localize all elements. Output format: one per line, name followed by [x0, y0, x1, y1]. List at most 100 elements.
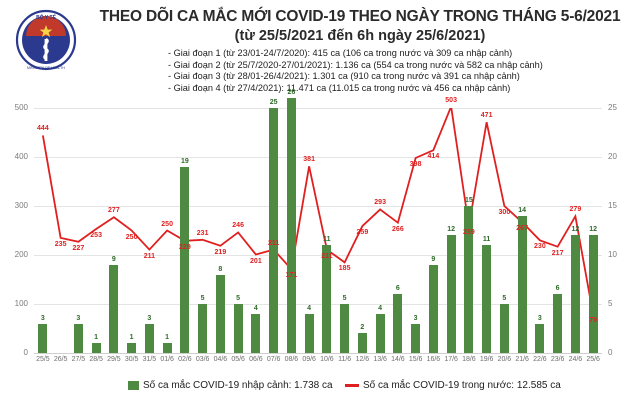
bar-value-label: 2: [360, 324, 365, 332]
line-value-label: 277: [108, 207, 120, 215]
x-axis-tick: 09/6: [302, 356, 316, 363]
x-axis-tick: 31/5: [142, 356, 157, 363]
line-value-label: 235: [54, 240, 67, 248]
x-axis-tick: 19/6: [479, 356, 494, 363]
page-title: THEO DÕI CA MẮC MỚI COVID-19 THEO NGÀY T…: [99, 8, 621, 25]
svg-text:MINISTRY OF HEALTH: MINISTRY OF HEALTH: [27, 66, 65, 70]
bar-value-label: 3: [40, 314, 45, 322]
bar-imported-cases: [340, 304, 350, 353]
bar-value-label: 5: [502, 295, 507, 302]
bar-imported-cases: [393, 294, 403, 353]
x-axis-tick: 29/5: [107, 356, 121, 363]
bar-imported-cases: [499, 304, 509, 353]
x-axis-tick: 23/6: [550, 356, 565, 363]
bar-imported-cases: [570, 235, 580, 353]
line-value-label: 227: [72, 244, 85, 252]
x-axis-tick: 22/6: [533, 356, 547, 363]
bar-value-label: 1: [129, 334, 134, 342]
x-axis-line: [34, 353, 602, 354]
phase-item: - Giai đoạn 3 (từ 28/01-26/4/2021): 1.30…: [168, 71, 520, 82]
x-axis-tick: 10/6: [320, 356, 334, 363]
bar-imported-cases: [588, 235, 598, 353]
x-axis-tick: 18/6: [462, 356, 476, 363]
line-value-label: 250: [125, 233, 138, 241]
line-value-label: 171: [285, 272, 298, 280]
line-value-label: 211: [143, 252, 156, 260]
bar-value-label: 1: [94, 334, 99, 342]
line-value-label: 266: [392, 225, 404, 233]
bar-imported-cases: [38, 323, 48, 353]
x-axis-tick: 21/6: [515, 356, 529, 363]
y-axis-tick-right: 5: [608, 299, 613, 308]
bar-value-label: 3: [76, 314, 81, 322]
bar-imported-cases: [162, 343, 172, 353]
x-axis-tick: 11/6: [338, 356, 352, 363]
gridline: [34, 304, 602, 305]
line-value-label: 246: [232, 222, 244, 230]
line-value-label: 211: [321, 252, 333, 260]
y-axis-tick-left: 0: [23, 348, 28, 357]
bar-value-label: 6: [555, 285, 560, 293]
bar-imported-cases: [322, 245, 332, 353]
y-axis-tick-left: 400: [14, 152, 28, 161]
line-value-label: 231: [196, 229, 209, 237]
line-value-label: 259: [463, 229, 475, 237]
bar-imported-cases: [109, 264, 119, 353]
bar-value-label: 4: [378, 304, 383, 312]
x-axis-tick: 15/6: [408, 356, 423, 363]
bar-value-label: 5: [200, 295, 205, 302]
x-axis-tick: 06/6: [249, 356, 263, 363]
x-axis-tick: 12/6: [355, 356, 370, 363]
chart-header: BỘ Y TẾ MINISTRY OF HEALTH THEO DÕI CA M…: [0, 0, 640, 100]
bar-imported-cases: [215, 274, 225, 353]
x-axis-tick: 28/5: [89, 356, 103, 363]
bar-imported-cases: [127, 343, 137, 353]
bar-value-label: 14: [518, 206, 527, 214]
bar-swatch-icon: [128, 381, 139, 390]
bar-imported-cases: [286, 98, 296, 353]
x-axis-tick: 13/6: [373, 356, 387, 363]
y-axis-tick-left: 200: [14, 250, 28, 259]
bar-value-label: 9: [111, 255, 116, 263]
bar-imported-cases: [357, 333, 367, 353]
x-axis-tick: 04/6: [213, 356, 228, 363]
phase-item: - Giai đoạn 4 (từ 27/4/2021): 11.471 ca …: [168, 82, 511, 93]
bar-imported-cases: [180, 166, 190, 353]
legend-item-domestic: Số ca mắc COVID-19 trong nước: 12.585 ca: [345, 380, 561, 391]
x-axis-tick: 05/6: [231, 356, 245, 363]
legend-item-imported: Số ca mắc COVID-19 nhập cảnh: 1.738 ca: [128, 380, 333, 391]
line-swatch-icon: [345, 384, 359, 387]
x-axis-tick: 02/6: [178, 356, 192, 363]
bar-imported-cases: [233, 304, 243, 353]
phase-summary-list: - Giai đoạn 1 (từ 23/01-24/7/2020): 415 …: [168, 48, 634, 94]
bar-value-label: 3: [537, 314, 542, 322]
bar-value-label: 9: [431, 255, 436, 263]
svg-text:BỘ Y TẾ: BỘ Y TẾ: [36, 13, 56, 21]
bar-value-label: 11: [323, 236, 331, 244]
line-series-overlay: [41, 108, 595, 315]
line-value-label: 267: [516, 225, 528, 233]
bar-value-label: 4: [253, 304, 258, 312]
bar-value-label: 25: [269, 99, 278, 106]
line-domestic-cases: [41, 108, 595, 315]
phase-item: - Giai đoạn 1 (từ 23/01-24/7/2020): 415 …: [168, 48, 513, 58]
bar-value-label: 15: [464, 197, 473, 204]
line-value-label: 201: [250, 257, 262, 265]
bar-imported-cases: [375, 313, 385, 353]
x-axis-tick: 17/6: [444, 356, 458, 363]
line-value-label: 211: [267, 239, 280, 247]
bar-imported-cases: [428, 264, 438, 353]
line-value-label: 259: [356, 229, 369, 237]
legend-label-imported: Số ca mắc COVID-19 nhập cảnh: 1.738 ca: [143, 380, 333, 391]
gridline: [34, 108, 602, 109]
bar-imported-cases: [73, 323, 83, 353]
bar-imported-cases: [535, 323, 545, 353]
y-axis-tick-right: 15: [608, 201, 617, 210]
line-value-label: 217: [551, 249, 564, 257]
line-value-label: 503: [445, 96, 457, 104]
line-value-label: 300: [498, 209, 511, 216]
x-axis-tick: 30/5: [124, 356, 139, 363]
x-axis-tick: 03/6: [195, 356, 210, 363]
ministry-of-health-vietnam-logo: BỘ Y TẾ MINISTRY OF HEALTH: [14, 6, 78, 78]
bar-imported-cases: [198, 304, 208, 353]
